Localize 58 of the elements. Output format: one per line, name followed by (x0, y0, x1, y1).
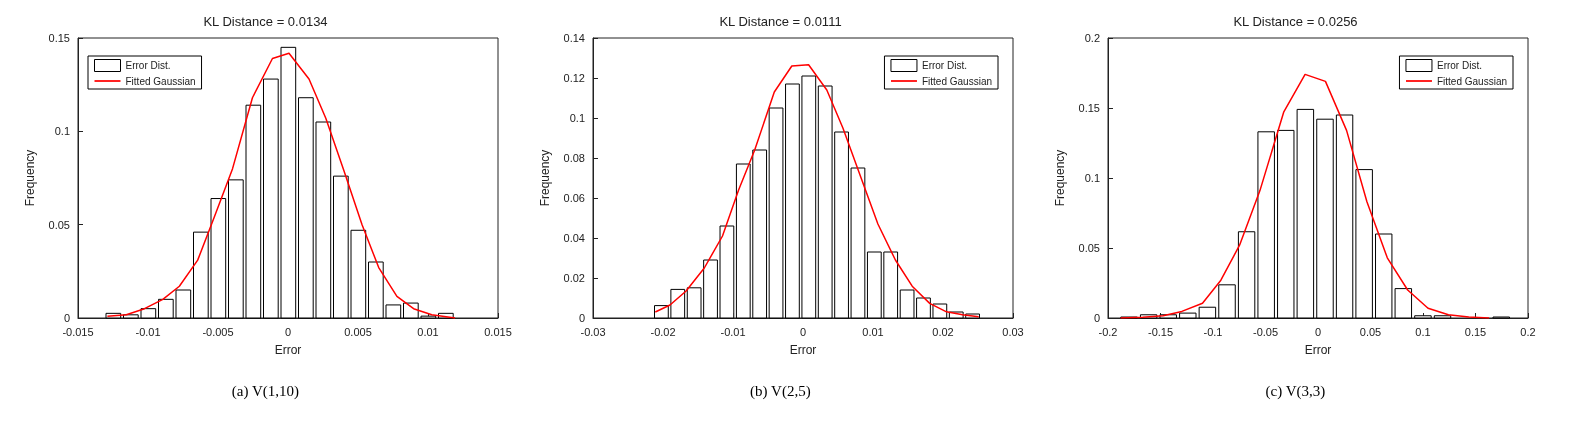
legend-label: Error Dist. (125, 60, 171, 71)
x-tick-label: -0.15 (1147, 325, 1174, 338)
y-axis-title: Frequency (23, 149, 37, 207)
x-axis-title: Error (274, 343, 302, 357)
text: (c) V(3,3) (1265, 382, 1326, 400)
x-tick-label: 0 (1314, 325, 1322, 338)
x-axis-title: Error (789, 343, 817, 357)
y-tick-label: 0.1 (54, 125, 70, 138)
legend-label: Fitted Gaussian (1436, 75, 1508, 87)
x-tick-label: 0.15 (1464, 325, 1487, 338)
y-tick-label: 0.08 (563, 152, 585, 164)
x-tick-label: 0.1 (1415, 325, 1431, 338)
x-tick-label: -0.015 (62, 325, 94, 338)
legend-label: Error Dist. (921, 60, 967, 71)
y-axis-title: Frequency (1053, 149, 1067, 207)
y-axis-title: Frequency (538, 149, 552, 207)
y-tick-label: 0.05 (1078, 242, 1100, 254)
legend-label: Fitted Gaussian (125, 75, 196, 87)
x-tick-label: 0.015 (484, 325, 512, 338)
y-tick-label: 0.05 (48, 218, 70, 231)
x-tick-label: 0.005 (344, 325, 372, 338)
x-tick-label: 0.05 (1359, 325, 1382, 338)
x-tick-label: -0.03 (580, 325, 606, 338)
y-tick-label: 0.15 (1078, 102, 1100, 114)
x-tick-label: 0.01 (417, 325, 439, 338)
text: (b) V(2,5) (750, 382, 811, 400)
y-tick-label: 0.12 (563, 72, 585, 84)
y-tick-label: 0.02 (563, 272, 585, 284)
y-tick-label: 0.15 (48, 32, 70, 44)
x-tick-label: 0.02 (932, 325, 954, 338)
y-tick-label: 0.04 (563, 232, 585, 244)
x-tick-label: -0.01 (720, 325, 746, 338)
y-tick-label: 0.2 (1084, 32, 1100, 44)
x-tick-label: -0.05 (1252, 325, 1279, 338)
y-tick-label: 0 (63, 312, 70, 324)
chart-title: KL Distance = 0.0256 (1233, 14, 1358, 29)
x-tick-label: -0.02 (650, 325, 676, 338)
y-tick-label: 0.1 (1084, 172, 1100, 184)
y-tick-label: 0.06 (563, 192, 585, 204)
x-tick-label: -0.01 (135, 325, 161, 338)
x-tick-label: 0.01 (862, 325, 884, 338)
legend-label: Fitted Gaussian (921, 75, 993, 87)
text: (a) V(1,10) (231, 382, 299, 400)
x-tick-label: 0 (799, 325, 807, 338)
chart-title: KL Distance = 0.0134 (203, 14, 328, 29)
legend-label: Error Dist. (1436, 60, 1482, 71)
x-tick-label: -0.1 (1203, 325, 1223, 338)
y-tick-label: 0 (1093, 312, 1100, 324)
y-tick-label: 0.1 (569, 112, 585, 124)
x-tick-label: 0.03 (1002, 325, 1024, 338)
x-axis-title: Error (1304, 343, 1332, 357)
chart-title: KL Distance = 0.0111 (719, 14, 842, 29)
y-tick-label: 0 (578, 312, 585, 324)
x-tick-label: -0.005 (202, 325, 234, 338)
x-tick-label: 0 (284, 325, 292, 338)
y-tick-label: 0.14 (563, 32, 585, 44)
x-tick-label: 0.2 (1520, 325, 1536, 338)
x-tick-label: -0.2 (1098, 325, 1118, 338)
